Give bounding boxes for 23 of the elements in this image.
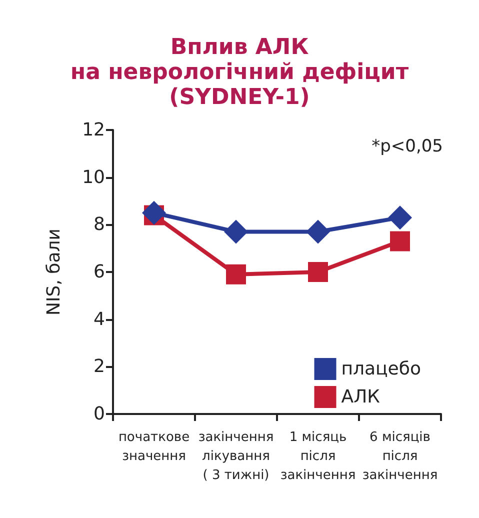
- x-tick-label: 6 місяців після закінчення: [362, 430, 438, 483]
- y-tick-label: 0: [94, 404, 105, 424]
- legend-label: плацебо: [341, 358, 422, 380]
- y-tick-label: 2: [94, 356, 105, 378]
- x-tick-label: початкове значення: [118, 430, 190, 464]
- chart-title: Вплив АЛК на неврологічний дефіцит (SYDNEY-1): [70, 35, 409, 110]
- point: [308, 262, 328, 282]
- x-tick-label: закінчення лікування ( 3 тижні): [198, 430, 274, 483]
- y-tick-label: 4: [94, 308, 105, 330]
- x-tick-label: 1 місяць після закінчення: [280, 430, 356, 483]
- point: [390, 231, 410, 252]
- y-tick-label: 8: [94, 214, 105, 236]
- legend-label: АЛК: [341, 386, 380, 408]
- y-axis-title: NIS, бали: [44, 228, 64, 316]
- point: [306, 220, 330, 244]
- annotation: *p<0,05: [372, 136, 444, 156]
- point: [224, 220, 248, 244]
- point: [388, 206, 412, 230]
- point: [226, 264, 246, 284]
- y-tick-label: 10: [82, 166, 105, 188]
- y-tick-label: 12: [82, 120, 105, 140]
- y-tick-label: 6: [94, 262, 105, 282]
- point: [142, 200, 166, 225]
